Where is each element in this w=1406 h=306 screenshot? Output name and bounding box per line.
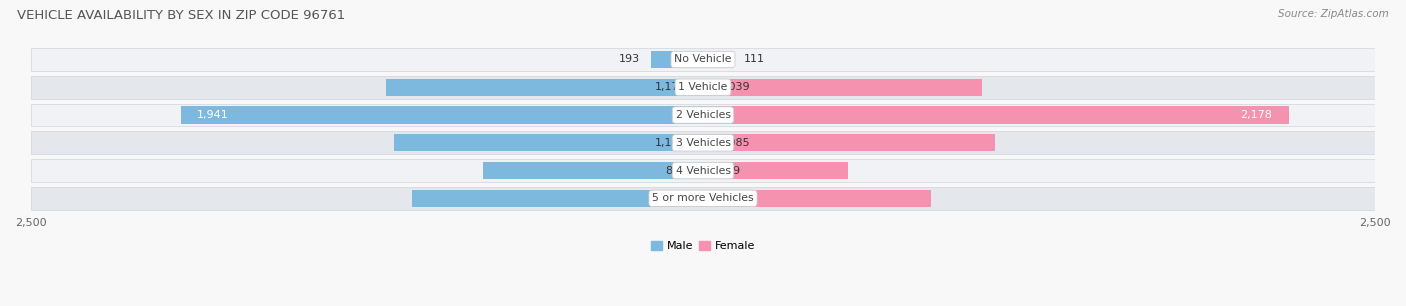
Text: 2 Vehicles: 2 Vehicles (675, 110, 731, 120)
Text: Source: ZipAtlas.com: Source: ZipAtlas.com (1278, 9, 1389, 19)
Text: 3 Vehicles: 3 Vehicles (675, 138, 731, 148)
Bar (703, 190, 931, 207)
Bar (31, 131, 1375, 154)
Bar (31, 76, 1375, 99)
Text: 1,148: 1,148 (655, 138, 688, 148)
Text: 111: 111 (744, 54, 765, 65)
Text: 5 or more Vehicles: 5 or more Vehicles (652, 193, 754, 203)
Bar (31, 104, 1375, 126)
Text: 1,085: 1,085 (718, 138, 751, 148)
Bar (31, 187, 1375, 210)
Text: 1,083: 1,083 (655, 193, 688, 203)
Text: 1,941: 1,941 (197, 110, 229, 120)
Bar (703, 51, 733, 68)
Text: 1 Vehicle: 1 Vehicle (678, 82, 728, 92)
Bar (31, 159, 1375, 182)
Text: VEHICLE AVAILABILITY BY SEX IN ZIP CODE 96761: VEHICLE AVAILABILITY BY SEX IN ZIP CODE … (17, 9, 344, 22)
Bar (31, 48, 1375, 71)
Text: No Vehicle: No Vehicle (675, 54, 731, 65)
Bar (412, 190, 703, 207)
Text: 4 Vehicles: 4 Vehicles (675, 166, 731, 176)
Bar (387, 79, 703, 96)
Text: 539: 539 (718, 166, 740, 176)
Bar (703, 134, 994, 151)
Text: 848: 848 (718, 193, 741, 203)
Bar (181, 106, 703, 124)
Bar (394, 134, 703, 151)
Legend: Male, Female: Male, Female (650, 238, 756, 253)
Bar (703, 162, 848, 179)
Text: 1,039: 1,039 (718, 82, 751, 92)
Bar (484, 162, 703, 179)
Bar (703, 79, 983, 96)
Bar (703, 106, 1289, 124)
Text: 1,179: 1,179 (655, 82, 688, 92)
Text: 818: 818 (665, 166, 688, 176)
Text: 193: 193 (619, 54, 640, 65)
Text: 2,178: 2,178 (1240, 110, 1272, 120)
Bar (651, 51, 703, 68)
